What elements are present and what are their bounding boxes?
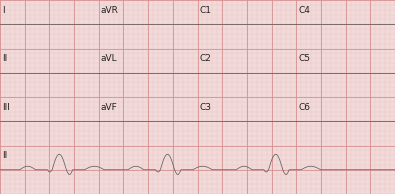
Text: II: II: [2, 151, 7, 160]
Text: C3: C3: [199, 103, 211, 112]
Text: aVR: aVR: [101, 6, 118, 15]
Text: I: I: [2, 6, 5, 15]
Text: C1: C1: [199, 6, 211, 15]
Text: C2: C2: [199, 54, 211, 63]
Text: C6: C6: [298, 103, 310, 112]
Text: III: III: [2, 103, 10, 112]
Text: II: II: [2, 54, 7, 63]
Text: aVL: aVL: [101, 54, 117, 63]
Text: C4: C4: [298, 6, 310, 15]
Text: C5: C5: [298, 54, 310, 63]
Text: aVF: aVF: [101, 103, 117, 112]
